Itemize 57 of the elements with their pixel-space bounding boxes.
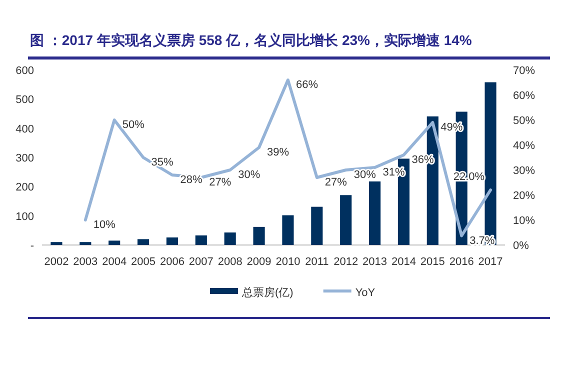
x-tick-label: 2005 bbox=[131, 256, 156, 268]
y-tick-label: 200 bbox=[16, 182, 34, 194]
bar bbox=[340, 195, 352, 245]
y2-tick-label: 40% bbox=[513, 140, 536, 152]
x-tick-label: 2004 bbox=[102, 256, 127, 268]
bar bbox=[137, 239, 150, 245]
bar bbox=[368, 181, 381, 245]
x-tick-label: 2014 bbox=[391, 256, 416, 268]
data-label: 30% bbox=[238, 169, 260, 181]
x-tick-label: 2016 bbox=[449, 256, 474, 268]
y2-tick-label: 30% bbox=[513, 165, 536, 177]
y-tick-label: 100 bbox=[16, 210, 34, 223]
x-tick-label: 2003 bbox=[73, 256, 98, 268]
x-tick-label: 2010 bbox=[276, 256, 300, 268]
data-label: 10% bbox=[93, 219, 116, 231]
y2-tick-label: 70% bbox=[513, 65, 536, 77]
y2-tick-label: 10% bbox=[513, 215, 536, 227]
bar bbox=[311, 206, 323, 245]
bar bbox=[253, 226, 265, 245]
data-label: 50% bbox=[122, 119, 145, 131]
data-label: 30% bbox=[354, 169, 376, 181]
bar bbox=[195, 235, 207, 245]
x-tick-label: 2017 bbox=[478, 256, 503, 268]
data-label: 66% bbox=[296, 79, 318, 91]
bar bbox=[282, 215, 294, 245]
x-tick-label: 2012 bbox=[334, 256, 358, 268]
data-label: 35% bbox=[151, 156, 174, 168]
x-tick-label: 2011 bbox=[305, 256, 329, 268]
y2-tick-label: 50% bbox=[513, 115, 536, 127]
legend-label: 总票房(亿) bbox=[241, 286, 294, 299]
chart-title: 图 ：2017 年实现名义票房 558 亿，名义同比增长 23%，实际增速 14% bbox=[30, 32, 472, 48]
x-tick-label: 2008 bbox=[218, 256, 242, 268]
data-label: 28% bbox=[180, 174, 202, 186]
x-tick-label: 2009 bbox=[246, 256, 272, 268]
x-tick-label: 2015 bbox=[420, 256, 445, 268]
bar bbox=[50, 242, 62, 245]
x-tick-label: 2007 bbox=[188, 256, 214, 268]
x-tick-label: 2013 bbox=[362, 256, 388, 268]
legend-label: YoY bbox=[355, 287, 376, 299]
bar bbox=[108, 240, 120, 245]
line-series bbox=[84, 78, 492, 238]
y-tick-label: 300 bbox=[16, 152, 34, 164]
x-tick-label: 2006 bbox=[160, 256, 184, 268]
y-tick-label: 500 bbox=[16, 94, 34, 106]
x-tick-label: 2002 bbox=[44, 256, 69, 268]
y-tick-label: - bbox=[30, 240, 34, 252]
bar bbox=[166, 237, 178, 245]
y2-tick-label: 20% bbox=[513, 190, 536, 202]
y2-tick-label: 60% bbox=[513, 90, 536, 102]
y-tick-label: 600 bbox=[16, 65, 34, 77]
y-tick-label: 400 bbox=[16, 123, 34, 136]
bar bbox=[80, 242, 92, 245]
y2-tick-label: 0% bbox=[513, 240, 530, 252]
bar bbox=[224, 232, 236, 245]
data-label: 27% bbox=[209, 176, 232, 188]
data-label: 27% bbox=[324, 176, 348, 188]
data-label: 39% bbox=[267, 146, 290, 158]
